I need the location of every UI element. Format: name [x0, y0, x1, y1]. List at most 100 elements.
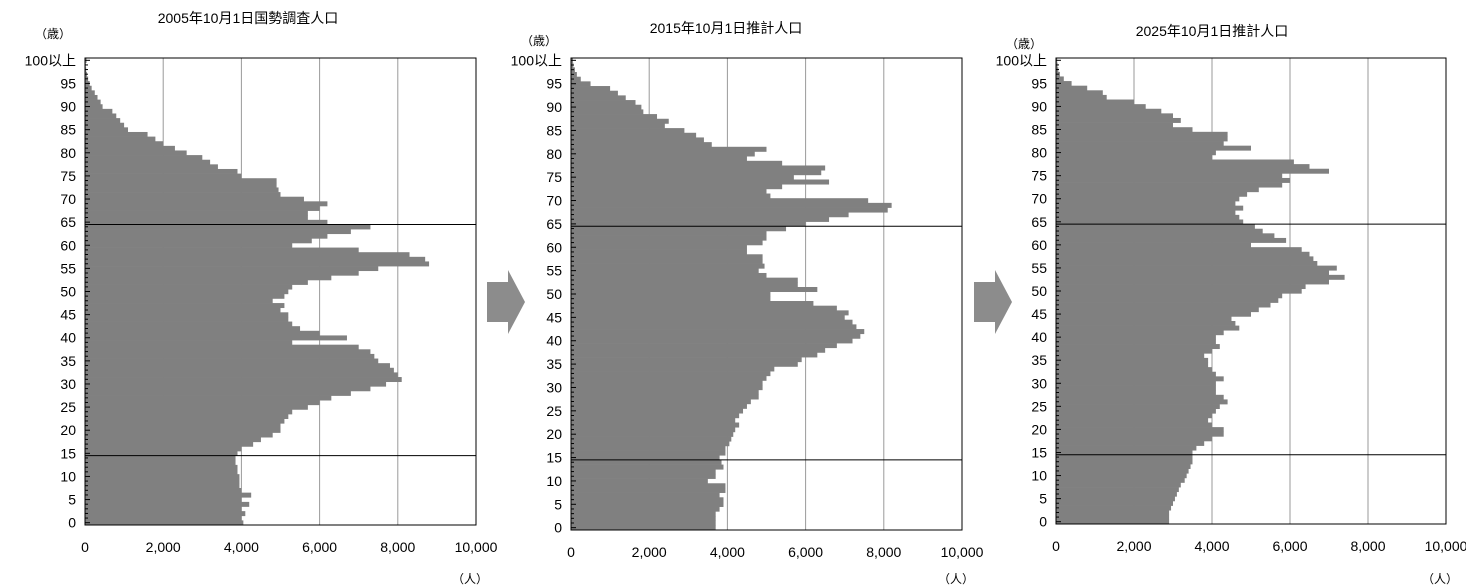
bar-age-63 [571, 230, 767, 236]
y-tick-label: 50 [60, 284, 76, 300]
bar-age-69 [571, 202, 892, 208]
bar-age-64 [1056, 224, 1255, 230]
bar-age-59 [1056, 247, 1302, 253]
y-tick-label: 100以上 [511, 52, 562, 68]
bar-age-53 [85, 275, 332, 281]
y-tick-label: 70 [60, 191, 76, 207]
bar-age-77 [85, 164, 218, 170]
y-tick-label: 90 [546, 99, 562, 115]
bar-age-33 [1056, 367, 1212, 373]
bar-age-10 [1056, 473, 1187, 479]
bar-age-36 [1056, 353, 1205, 359]
bar-age-57 [85, 256, 426, 262]
bar-age-46 [571, 310, 849, 316]
y-tick-label: 35 [546, 356, 562, 372]
x-tick-label: 8,000 [866, 544, 901, 560]
bar-age-86 [1056, 122, 1173, 128]
x-tick-label: 4,000 [224, 539, 259, 555]
bar-age-54 [85, 270, 359, 276]
bar-age-50 [85, 289, 289, 295]
bar-age-76 [1056, 168, 1329, 174]
bar-age-41 [571, 333, 861, 339]
bar-age-28 [1056, 390, 1216, 396]
bar-age-24 [1056, 408, 1216, 414]
bar-age-3 [1056, 505, 1172, 511]
bar-age-94 [1056, 85, 1088, 91]
x-tick-label: 0 [81, 539, 89, 555]
bar-age-90 [1056, 104, 1146, 110]
y-tick-label: 20 [546, 426, 562, 442]
bar-age-28 [85, 390, 351, 396]
bar-age-78 [85, 159, 211, 165]
bar-age-58 [85, 252, 410, 258]
bar-age-59 [85, 247, 359, 253]
bar-age-75 [1056, 173, 1283, 179]
chart-panel-2015: 2015年10月1日推計人口 （歳） （人） 0 5 10 15 20 25 30 35 40 45 50… [511, 20, 984, 585]
bar-age-81 [571, 146, 767, 152]
bar-age-93 [85, 90, 95, 96]
bar-age-8 [1056, 482, 1181, 488]
bar-age-17 [1056, 440, 1205, 446]
bar-age-17 [571, 445, 726, 451]
x-tick-label: 10,000 [941, 544, 984, 560]
bar-age-6 [85, 492, 252, 498]
x-tick-label: 4,000 [1194, 538, 1229, 554]
bar-age-41 [1056, 330, 1224, 336]
y-tick-label: 0 [68, 515, 76, 531]
bar-age-10 [571, 478, 708, 484]
bar-age-94 [571, 86, 611, 92]
y-tick-label: 15 [60, 445, 76, 461]
bar-age-20 [85, 427, 281, 433]
bar-age-2 [571, 515, 716, 522]
bar-age-3 [571, 511, 716, 517]
y-tick-label: 70 [546, 193, 562, 209]
bar-age-36 [571, 357, 802, 363]
bar-age-48 [571, 301, 814, 307]
y-tick-label: 25 [1031, 398, 1047, 414]
bar-age-95 [1056, 81, 1072, 87]
y-axis-unit-label: （歳） [521, 34, 557, 48]
bar-age-92 [571, 95, 626, 101]
bar-age-27 [85, 395, 332, 401]
bar-age-47 [85, 303, 285, 309]
y-tick-label: 5 [554, 496, 562, 512]
y-tick-label: 50 [1031, 283, 1047, 299]
bar-age-41 [85, 330, 320, 336]
bar-age-8 [571, 487, 726, 493]
bar-age-68 [1056, 205, 1244, 211]
bar-age-82 [1056, 141, 1224, 147]
x-tick-label: 4,000 [710, 544, 745, 560]
bar-age-21 [571, 427, 736, 433]
bar-age-77 [571, 165, 826, 171]
bar-age-70 [571, 198, 869, 204]
bar-age-38 [1056, 344, 1220, 350]
bar-age-52 [85, 279, 308, 285]
y-tick-label: 95 [546, 76, 562, 92]
bar-age-92 [85, 94, 98, 100]
bar-age-20 [571, 431, 734, 437]
bar-age-0 [1056, 519, 1170, 525]
bar-age-9 [571, 483, 726, 489]
bar-age-56 [1056, 261, 1318, 266]
bar-age-1 [1056, 514, 1170, 520]
y-tick-label: 0 [554, 520, 562, 536]
bar-age-68 [571, 207, 888, 213]
bar-age-80 [571, 151, 755, 157]
bar-age-47 [571, 305, 837, 311]
y-tick-label: 70 [1031, 191, 1047, 207]
bar-age-64 [85, 224, 371, 230]
bar-age-77 [1056, 164, 1310, 170]
bar-age-73 [571, 184, 783, 190]
bar-age-86 [85, 122, 125, 128]
bar-age-61 [571, 240, 763, 246]
bar-age-82 [571, 142, 712, 148]
bar-age-9 [1056, 477, 1185, 483]
y-tick-label: 55 [1031, 260, 1047, 276]
y-tick-label: 15 [546, 450, 562, 466]
bar-age-1 [571, 520, 716, 526]
bar-age-51 [571, 286, 818, 293]
bar-age-73 [85, 182, 277, 188]
bar-age-72 [1056, 187, 1259, 193]
bar-age-72 [571, 188, 767, 194]
bar-age-38 [571, 347, 826, 353]
